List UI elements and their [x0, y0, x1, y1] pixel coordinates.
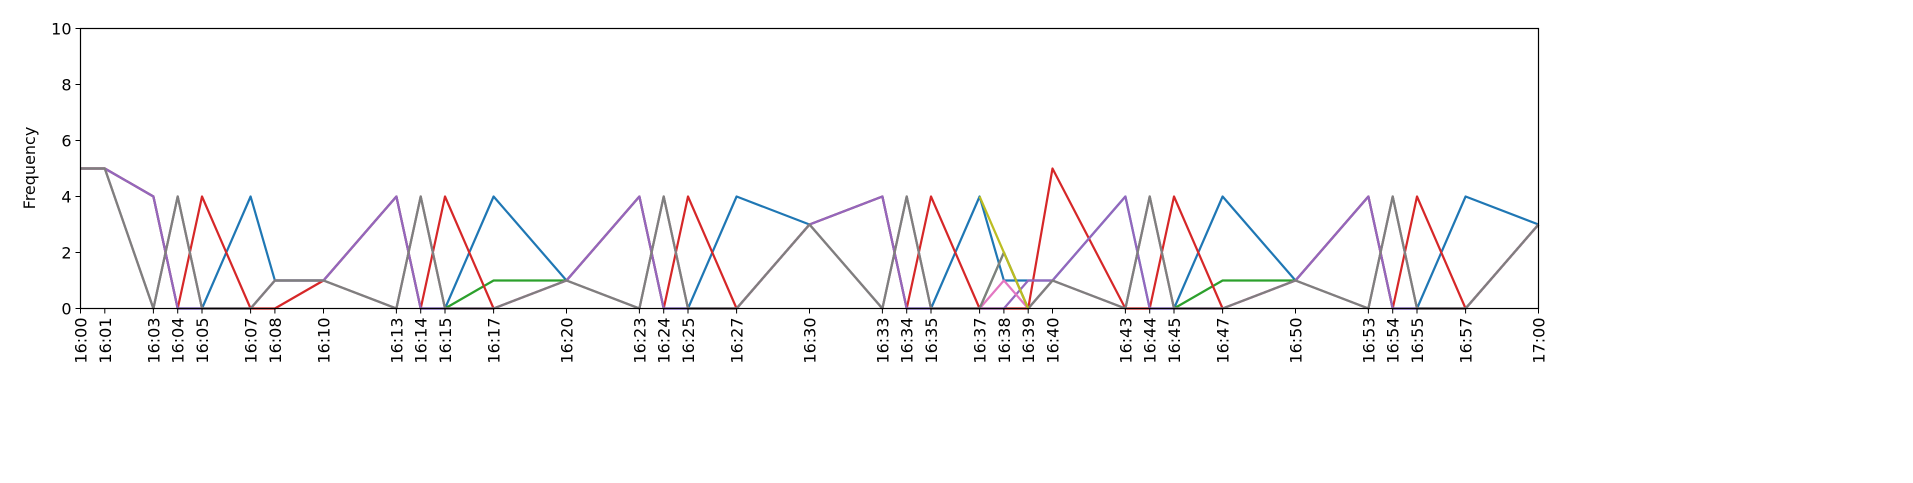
x-tick-label: 16:04: [169, 318, 188, 364]
x-tick-label: 16:38: [995, 318, 1014, 364]
y-axis: 0 2 4 6 8 10: [51, 20, 80, 319]
x-tick-label: 16:30: [801, 318, 820, 364]
x-tick-label: 16:33: [873, 318, 892, 364]
x-tick-label: 16:14: [412, 318, 431, 364]
x-tick-label: 16:05: [193, 318, 212, 364]
x-tick-label: 16:35: [922, 318, 941, 364]
x-tick-label: 16:23: [630, 318, 649, 364]
x-tick-label: 16:27: [728, 318, 747, 364]
x-tick-label: 16:25: [679, 318, 698, 364]
series-line-green: [81, 169, 1539, 309]
x-tick-label: 16:55: [1408, 318, 1427, 364]
y-tick-label: 6: [61, 132, 71, 151]
x-tick-label: 16:08: [266, 318, 285, 364]
x-tick-label: 16:57: [1457, 318, 1476, 364]
x-tick-label: 16:07: [242, 318, 261, 364]
x-tick-label: 16:20: [558, 318, 577, 364]
x-tick-label: 16:44: [1141, 318, 1160, 364]
x-axis: 16:00 16:01 16:03 16:04 16:05 16:07 16:08 16:10…: [72, 309, 1549, 364]
series-line-gray: [81, 169, 1539, 309]
series-lines: [80, 168, 1538, 308]
y-tick-label: 2: [61, 244, 71, 263]
x-tick-label: 16:39: [1019, 318, 1038, 364]
series-line-purple: [81, 169, 1539, 309]
y-tick-label: 4: [61, 188, 71, 207]
y-tick-label: 0: [61, 300, 71, 319]
series-line-red: [81, 169, 1539, 309]
x-tick-label: 16:17: [485, 318, 504, 364]
x-tick-label: 16:43: [1116, 318, 1135, 364]
x-tick-label: 16:34: [898, 318, 917, 364]
axes-frame: [81, 29, 1539, 309]
y-tick-label: 10: [51, 20, 71, 39]
x-tick-label: 16:15: [436, 318, 455, 364]
x-tick-label: 17:00: [1530, 318, 1549, 364]
x-tick-label: 16:47: [1214, 318, 1233, 364]
x-tick-label: 16:45: [1165, 318, 1184, 364]
series-line-blue: [81, 169, 1539, 309]
x-tick-label: 16:10: [315, 318, 334, 364]
x-tick-label: 16:37: [971, 318, 990, 364]
x-tick-label: 16:00: [72, 318, 91, 364]
x-tick-label: 16:03: [144, 318, 163, 364]
x-tick-label: 16:13: [387, 318, 406, 364]
x-tick-label: 16:54: [1384, 318, 1403, 364]
series-line-pink: [81, 169, 1539, 309]
x-tick-label: 16:40: [1044, 318, 1063, 364]
x-tick-label: 16:01: [96, 318, 115, 364]
y-axis-label: Frequency: [20, 127, 39, 210]
x-tick-label: 16:50: [1287, 318, 1306, 364]
x-tick-label: 16:53: [1359, 318, 1378, 364]
x-tick-label: 16:24: [655, 318, 674, 364]
y-tick-label: 8: [61, 76, 71, 95]
